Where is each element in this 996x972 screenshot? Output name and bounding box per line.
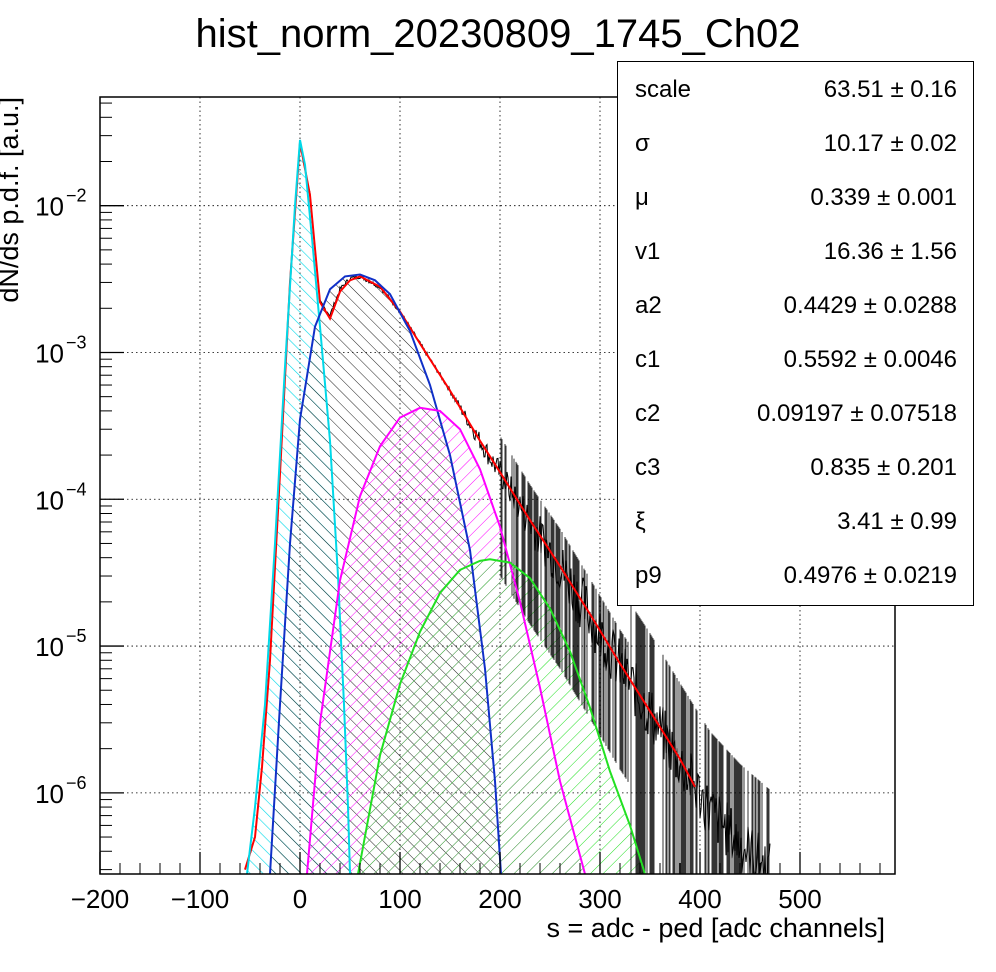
x-axis-label: s = adc - ped [adc channels]: [547, 913, 885, 943]
y-tick-exponent: −2: [66, 186, 87, 206]
y-tick-label: 10: [35, 779, 64, 809]
stats-param-name: a2: [635, 292, 662, 319]
series-lines: [244, 139, 771, 874]
stats-param-name: c3: [635, 454, 661, 481]
stats-row: p9 0.4976 ± 0.0219: [618, 548, 973, 602]
stats-param-value: 0.339 ± 0.001: [810, 184, 957, 211]
stats-param-name: v1: [635, 238, 661, 265]
x-tick-label: −100: [171, 884, 230, 914]
y-tick-label: 10: [35, 192, 64, 222]
y-axis-label: dN/ds p.d.f. [a.u.]: [0, 97, 24, 303]
stats-param-name: ξ: [635, 508, 646, 535]
x-tick-label: 200: [478, 884, 521, 914]
y-tick-exponent: −6: [66, 773, 87, 793]
stats-row: ξ 3.41 ± 0.99: [618, 494, 973, 548]
y-tick-label: 10: [35, 338, 64, 368]
y-tick-label: 10: [35, 485, 64, 515]
y-tick-label: 10: [35, 632, 64, 662]
axes: −200 −100 0 100 200 300 400 50010−210−310−410−5…: [35, 102, 881, 914]
stats-param-value: 0.4429 ± 0.0288: [783, 292, 957, 319]
stats-param-value: 10.17 ± 0.02: [823, 130, 957, 157]
component-curve: [306, 406, 586, 874]
stats-row: scale 63.51 ± 0.16: [618, 62, 973, 116]
stats-param-value: 0.5592 ± 0.0046: [783, 346, 957, 373]
stats-param-name: scale: [635, 76, 692, 103]
stats-param-value: 0.09197 ± 0.07518: [756, 400, 957, 427]
stats-row: v1 16.36 ± 1.56: [618, 224, 973, 278]
stats-row: a2 0.4429 ± 0.0288: [618, 278, 973, 332]
component-fills: [247, 140, 645, 874]
y-tick-exponent: −5: [66, 626, 87, 646]
stats-param-name: μ: [635, 184, 649, 211]
stats-param-value: 63.51 ± 0.16: [823, 76, 957, 103]
stats-param-name: c2: [635, 400, 661, 427]
stats-row: σ 10.17 ± 0.02: [618, 116, 973, 170]
chart-title: hist_norm_20230809_1745_Ch02: [196, 12, 801, 56]
stats-row: c3 0.835 ± 0.201: [618, 440, 973, 494]
component-fill: [358, 559, 645, 874]
stats-row: c1 0.5592 ± 0.0046: [618, 332, 973, 386]
fit-stats-box: scale 63.51 ± 0.16 σ 10.17 ± 0.02 μ 0.33…: [617, 61, 974, 606]
stats-param-value: 3.41 ± 0.99: [837, 508, 957, 535]
stats-param-value: 16.36 ± 1.56: [823, 238, 957, 265]
stats-param-name: p9: [635, 562, 662, 589]
x-tick-label: −200: [71, 884, 130, 914]
stats-param-value: 0.4976 ± 0.0219: [783, 562, 957, 589]
x-tick-label: 400: [678, 884, 721, 914]
component-curve: [357, 558, 646, 874]
stats-param-name: σ: [635, 130, 650, 157]
x-tick-label: 0: [293, 884, 307, 914]
component-curve: [246, 139, 351, 874]
y-tick-exponent: −3: [66, 332, 87, 352]
x-tick-label: 100: [378, 884, 421, 914]
y-tick-exponent: −4: [66, 479, 87, 499]
x-tick-label: 500: [778, 884, 821, 914]
stats-row: μ 0.339 ± 0.001: [618, 170, 973, 224]
component-curve: [269, 273, 502, 874]
stats-param-value: 0.835 ± 0.201: [810, 454, 957, 481]
stats-param-name: c1: [635, 346, 661, 373]
stats-row: c2 0.09197 ± 0.07518: [618, 386, 973, 440]
x-tick-label: 300: [578, 884, 621, 914]
